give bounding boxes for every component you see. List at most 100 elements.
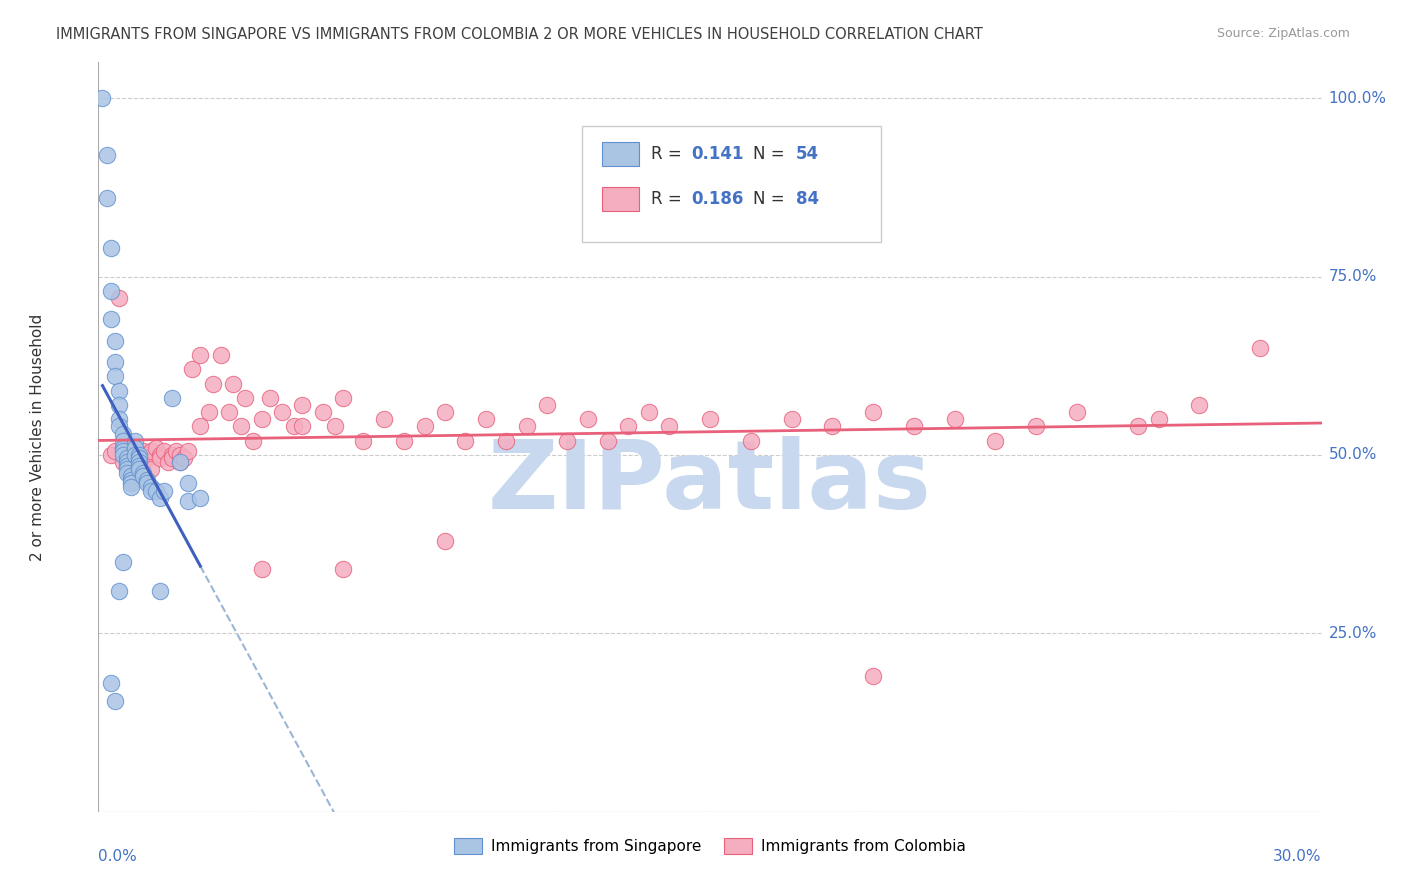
Point	[291, 398, 314, 412]
Point	[242, 434, 264, 448]
Text: N =: N =	[752, 145, 790, 163]
Point	[100, 284, 122, 298]
Point	[108, 419, 131, 434]
Point	[111, 444, 134, 458]
Point	[136, 451, 159, 466]
Point	[780, 412, 803, 426]
Point	[111, 426, 134, 441]
Point	[115, 451, 138, 466]
Point	[111, 441, 134, 455]
Text: 0.186: 0.186	[692, 190, 744, 208]
Point	[332, 391, 354, 405]
Point	[128, 455, 150, 469]
Text: 100.0%: 100.0%	[1329, 91, 1386, 105]
Point	[145, 483, 167, 498]
Point	[555, 434, 579, 448]
Point	[128, 458, 150, 473]
Point	[124, 441, 146, 455]
Point	[132, 466, 155, 480]
Point	[111, 448, 134, 462]
Point	[120, 451, 142, 466]
Legend: Immigrants from Singapore, Immigrants from Colombia: Immigrants from Singapore, Immigrants fr…	[449, 832, 972, 860]
Point	[1025, 419, 1047, 434]
Point	[156, 455, 179, 469]
Point	[115, 466, 138, 480]
Point	[120, 469, 142, 483]
Point	[104, 355, 127, 369]
Point	[658, 419, 681, 434]
Point	[104, 369, 127, 384]
Point	[165, 444, 187, 458]
Point	[149, 583, 172, 598]
Text: 0.0%: 0.0%	[98, 849, 138, 864]
Point	[128, 448, 150, 462]
Bar	[602, 186, 640, 211]
Point	[136, 476, 159, 491]
Point	[177, 444, 200, 458]
Point	[100, 241, 122, 255]
Point	[120, 448, 142, 462]
Point	[115, 462, 138, 476]
Point	[188, 348, 212, 362]
Point	[903, 419, 925, 434]
Point	[231, 419, 253, 434]
Text: R =: R =	[651, 145, 688, 163]
Text: Source: ZipAtlas.com: Source: ZipAtlas.com	[1216, 27, 1350, 40]
Point	[495, 434, 517, 448]
Point	[332, 562, 354, 576]
Point	[474, 412, 498, 426]
Point	[141, 444, 163, 458]
Point	[152, 444, 174, 458]
Point	[169, 455, 191, 469]
Point	[91, 91, 114, 105]
Point	[1188, 398, 1211, 412]
Point	[96, 148, 118, 162]
Point	[96, 191, 118, 205]
Point	[160, 451, 183, 466]
Point	[145, 441, 167, 455]
Point	[128, 462, 150, 476]
Point	[352, 434, 374, 448]
Point	[169, 448, 191, 462]
Point	[111, 455, 134, 469]
Text: 54: 54	[796, 145, 818, 163]
Point	[233, 391, 256, 405]
Point	[108, 291, 131, 305]
Text: 0.141: 0.141	[692, 145, 744, 163]
Point	[270, 405, 294, 419]
Point	[173, 451, 195, 466]
Point	[100, 448, 122, 462]
Point	[291, 419, 314, 434]
Point	[222, 376, 245, 391]
Point	[259, 391, 281, 405]
Point	[108, 384, 131, 398]
Point	[1147, 412, 1170, 426]
Text: 30.0%: 30.0%	[1274, 849, 1322, 864]
Point	[943, 412, 966, 426]
Point	[177, 476, 200, 491]
Point	[115, 455, 138, 469]
Point	[169, 455, 191, 469]
Point	[1066, 405, 1088, 419]
Point	[373, 412, 395, 426]
Point	[104, 334, 127, 348]
Point	[617, 419, 640, 434]
Point	[128, 448, 150, 462]
Text: N =: N =	[752, 190, 790, 208]
Point	[1128, 419, 1150, 434]
Point	[141, 462, 163, 476]
Point	[250, 412, 273, 426]
Point	[699, 412, 721, 426]
Text: 2 or more Vehicles in Household: 2 or more Vehicles in Household	[30, 313, 45, 561]
Point	[312, 405, 335, 419]
Text: 84: 84	[796, 190, 818, 208]
Text: R =: R =	[651, 190, 688, 208]
Point	[149, 448, 172, 462]
Point	[152, 483, 174, 498]
Text: 75.0%: 75.0%	[1329, 269, 1376, 284]
Point	[100, 676, 122, 690]
Point	[1249, 341, 1271, 355]
Point	[124, 434, 146, 448]
Point	[598, 434, 620, 448]
Point	[250, 562, 273, 576]
